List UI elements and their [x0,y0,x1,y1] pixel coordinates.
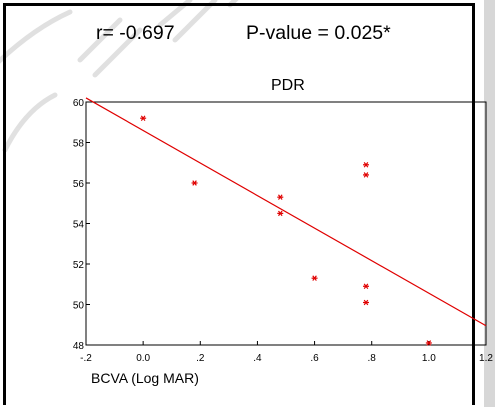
x-axis-label: BCVA (Log MAR) [91,370,199,386]
x-tick-label: .6 [310,353,319,364]
data-point [425,340,432,346]
y-tick-label: 50 [73,301,85,312]
data-point [191,180,198,186]
x-axis: -.2 0.0 .2 .4 .6 .8 1.0 1.2 [80,341,493,364]
x-tick-label: 1.0 [422,353,436,364]
x-tick-label: -.2 [80,353,92,364]
y-tick-label: 52 [73,260,85,271]
x-tick-label: 0.0 [136,353,150,364]
correlation-coefficient: r= -0.697 [96,22,175,44]
side-band [484,0,495,407]
y-tick-label: 48 [73,341,85,352]
x-tick-label: .2 [196,353,205,364]
plot-area [85,101,487,346]
data-point [363,162,369,168]
data-points [140,115,432,346]
data-point [140,115,147,121]
y-axis: 48 50 52 54 56 58 60 [73,98,90,352]
data-point [277,210,284,217]
p-value: P-value = 0.025* [246,22,391,44]
y-tick-label: 54 [73,220,85,231]
x-tick-label: .4 [253,353,262,364]
y-tick-label: 60 [73,98,85,109]
y-tick-label: 56 [73,179,85,190]
data-point [363,299,369,306]
x-tick-label: 1.2 [479,353,493,364]
fit-line-group [85,97,487,327]
y-tick-label: 58 [73,139,85,150]
x-tick-label: .8 [368,353,377,364]
data-point [277,194,284,200]
data-point [363,283,369,290]
data-point [311,275,318,281]
chart-subtitle: PDR [271,77,305,94]
regression-line [85,97,487,327]
data-point [363,172,369,178]
figure-frame [3,3,475,405]
